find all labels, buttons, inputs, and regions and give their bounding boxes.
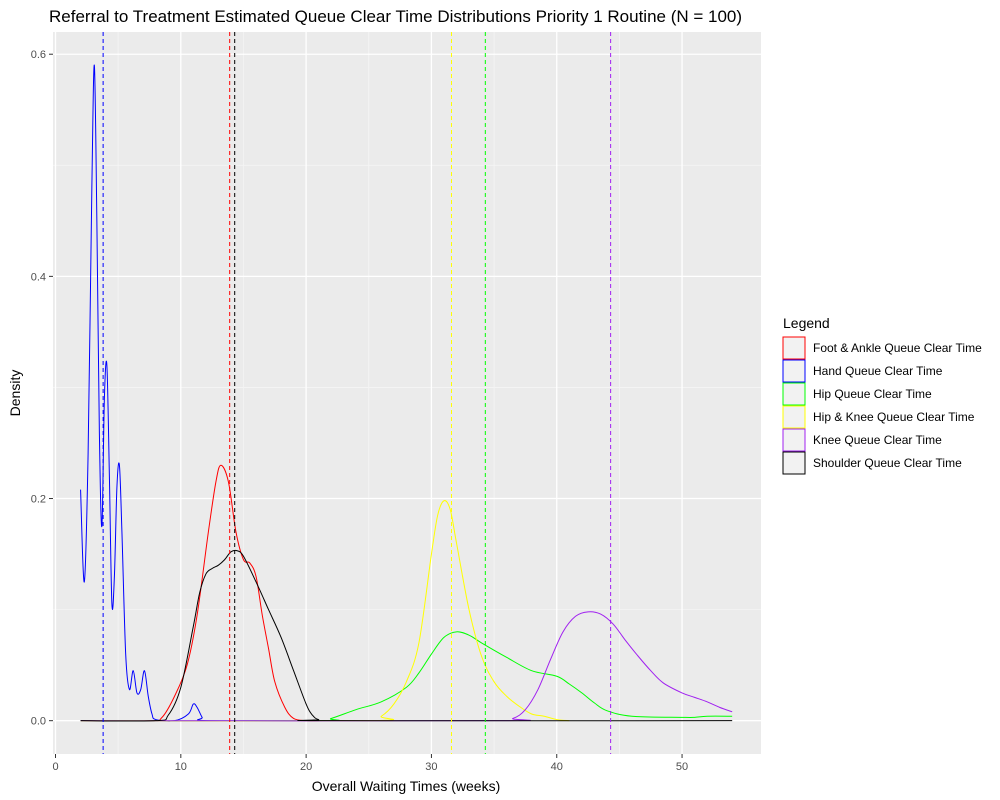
series-layer bbox=[80, 64, 733, 722]
legend-key-2 bbox=[782, 382, 806, 406]
y-tick-label: 0.0 bbox=[31, 716, 46, 728]
major-gridlines bbox=[53, 32, 761, 754]
series-line-5 bbox=[80, 549, 733, 722]
series-line-3 bbox=[80, 500, 570, 722]
plot-panel bbox=[53, 32, 761, 754]
series-line-0 bbox=[80, 464, 319, 722]
y-axis: 0.0 0.2 0.4 0.6 bbox=[31, 49, 53, 728]
x-tick-label: 10 bbox=[175, 761, 187, 773]
legend-label-0: Foot & Ankle Queue Clear Time bbox=[813, 341, 982, 355]
chart-title: Referral to Treatment Estimated Queue Cl… bbox=[49, 7, 742, 26]
legend-key-0 bbox=[782, 336, 806, 360]
y-tick-label: 0.2 bbox=[31, 494, 46, 506]
series-line-2 bbox=[80, 631, 733, 722]
legend-key-4 bbox=[782, 428, 806, 452]
legend: Legend Foot & Ankle Queue Clear Time Hand… bbox=[782, 315, 982, 475]
x-tick-label: 50 bbox=[676, 761, 688, 773]
legend-key-3 bbox=[782, 405, 806, 429]
series-line-4 bbox=[80, 611, 733, 722]
legend-title: Legend bbox=[783, 315, 830, 331]
y-tick-label: 0.6 bbox=[31, 49, 46, 61]
x-tick-label: 0 bbox=[52, 761, 58, 773]
legend-label-1: Hand Queue Clear Time bbox=[813, 364, 943, 378]
x-tick-label: 20 bbox=[300, 761, 312, 773]
x-tick-label: 30 bbox=[425, 761, 437, 773]
mean-lines bbox=[102, 32, 612, 754]
legend-key-1 bbox=[782, 359, 806, 383]
legend-label-4: Knee Queue Clear Time bbox=[813, 433, 942, 447]
x-axis: 0 10 20 30 40 50 bbox=[52, 754, 688, 773]
series-line-1 bbox=[80, 64, 307, 722]
x-tick-label: 40 bbox=[551, 761, 563, 773]
legend-key-5 bbox=[782, 451, 806, 475]
legend-label-3: Hip & Knee Queue Clear Time bbox=[813, 410, 975, 424]
legend-label-5: Shoulder Queue Clear Time bbox=[813, 456, 962, 470]
legend-label-2: Hip Queue Clear Time bbox=[813, 387, 932, 401]
x-axis-title: Overall Waiting Times (weeks) bbox=[312, 778, 501, 794]
y-tick-label: 0.4 bbox=[31, 271, 46, 283]
minor-gridlines bbox=[53, 32, 761, 754]
y-axis-title: Density bbox=[7, 370, 23, 417]
